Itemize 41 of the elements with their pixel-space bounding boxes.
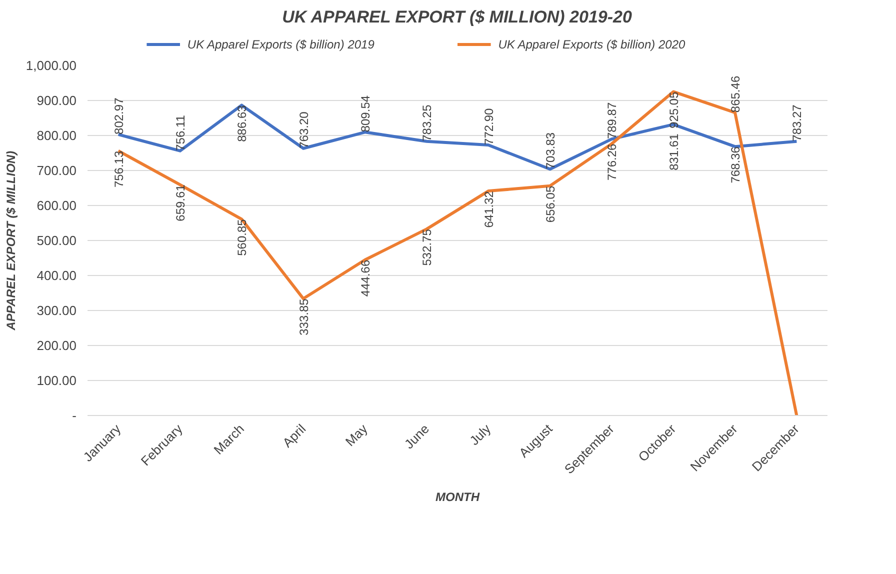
y-tick-label: 100.00 <box>36 373 77 388</box>
data-label: 659.61 <box>174 184 188 222</box>
data-label: 789.87 <box>605 102 620 140</box>
data-label: 886.63 <box>235 104 250 142</box>
data-label: 656.05 <box>544 186 558 223</box>
legend-label: UK Apparel Exports ($ billion) 2020 <box>498 38 686 52</box>
y-tick-label: - <box>72 408 77 423</box>
y-axis-title: APPAREL EXPORT ($ MILLION) <box>4 150 18 332</box>
y-tick-label: 200.00 <box>36 338 77 353</box>
data-label: 703.83 <box>544 132 558 170</box>
y-tick-label: 900.00 <box>36 93 77 108</box>
data-label: 768.36 <box>728 146 742 184</box>
x-tick-label: July <box>466 420 494 448</box>
data-label: 831.61 <box>666 133 681 170</box>
data-label: 809.54 <box>358 95 372 132</box>
y-tick-label: 600.00 <box>36 198 77 213</box>
y-tick-label: 500.00 <box>36 233 77 248</box>
legend-label: UK Apparel Exports ($ billion) 2019 <box>187 38 375 52</box>
data-label: 756.13 <box>112 150 126 188</box>
data-label: 925.05 <box>666 91 681 128</box>
data-label: 444.66 <box>358 260 372 297</box>
data-label: 783.25 <box>420 104 434 142</box>
chart-title: UK APPAREL EXPORT ($ MILLION) 2019-20 <box>282 8 632 26</box>
data-label: 772.90 <box>482 108 496 145</box>
data-label: 783.27 <box>790 104 804 142</box>
data-label: 865.46 <box>728 76 742 113</box>
y-tick-label: 700.00 <box>36 163 77 178</box>
x-tick-label: May <box>342 420 371 450</box>
data-label: 560.85 <box>235 218 250 256</box>
data-label: 641.32 <box>482 190 496 228</box>
data-label: 776.26 <box>605 143 620 181</box>
data-label: 532.75 <box>420 228 434 266</box>
y-tick-label: 300.00 <box>36 303 77 318</box>
data-label: 802.97 <box>112 97 126 134</box>
y-tick-label: 800.00 <box>36 128 77 143</box>
x-axis-title: MONTH <box>436 490 480 504</box>
data-label: 756.11 <box>174 114 188 151</box>
data-label: 763.20 <box>296 111 311 148</box>
y-tick-label: 400.00 <box>36 268 77 283</box>
data-label: 333.85 <box>296 298 311 336</box>
y-tick-label: 1,000.00 <box>26 58 77 73</box>
